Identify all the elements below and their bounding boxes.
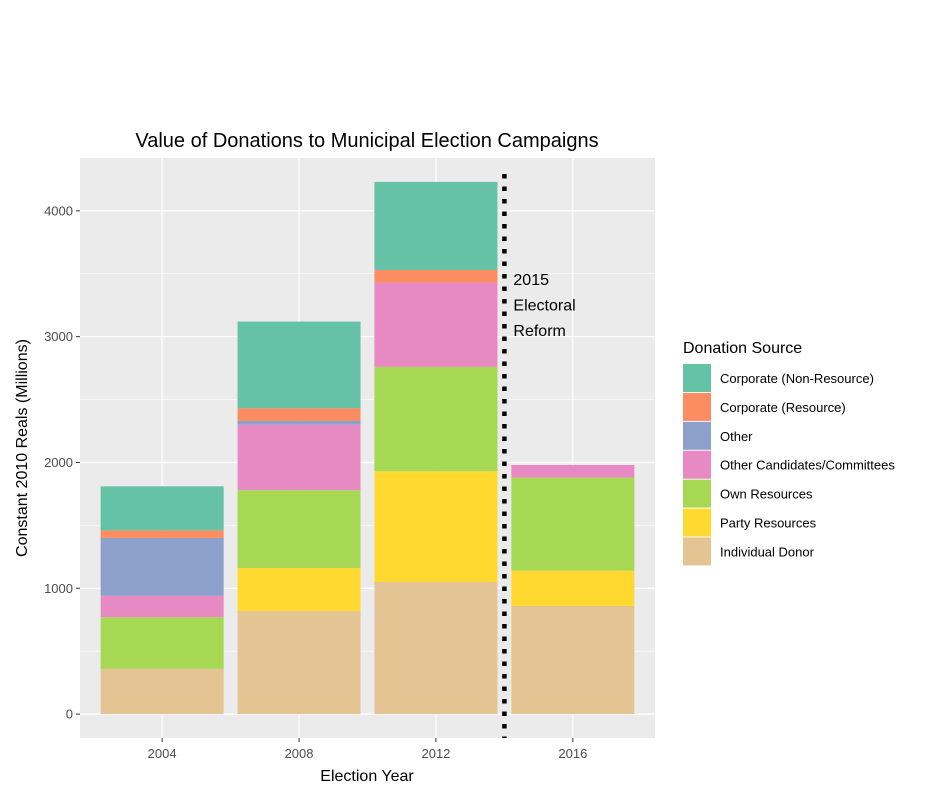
bar-stack-2016 [511, 464, 635, 715]
bar-segment [100, 486, 224, 531]
bar-segment [237, 408, 361, 421]
bar-segment [374, 282, 498, 367]
legend-label: Individual Donor [720, 544, 815, 559]
bar-segment [237, 490, 361, 569]
y-tick-label: 0 [66, 707, 73, 722]
x-axis-title: Election Year [320, 768, 414, 785]
legend-label: Party Resources [720, 516, 817, 531]
bar-stack-2008 [237, 321, 361, 715]
bar-stack-2004 [100, 486, 224, 715]
bar-segment [100, 617, 224, 669]
legend-label: Other [720, 429, 753, 444]
legend-swatch [683, 479, 711, 508]
x-tick-label: 2012 [421, 746, 450, 761]
bar-segment [374, 471, 498, 582]
legend-label: Corporate (Non-Resource) [720, 371, 874, 386]
bar-segment [511, 464, 635, 478]
bar-segment [237, 568, 361, 611]
reform-annotation: 2015 Electoral Reform [502, 174, 576, 738]
y-axis-title: Constant 2010 Reals (Millions) [14, 339, 31, 557]
x-tick-label: 2008 [285, 746, 314, 761]
bar-segment [237, 321, 361, 409]
y-tick-label: 2000 [44, 455, 73, 470]
x-tick-label: 2004 [148, 746, 177, 761]
y-tick-label: 1000 [44, 581, 73, 596]
bar-stack-2012 [374, 181, 498, 715]
bar-segment [237, 420, 361, 425]
bar-stacks [100, 181, 635, 715]
x-tick-label: 2016 [558, 746, 587, 761]
y-tick-label: 4000 [44, 203, 73, 218]
legend-label: Other Candidates/Committees [720, 458, 895, 473]
chart-title: Value of Donations to Municipal Election… [135, 130, 598, 152]
legend-swatch [683, 392, 711, 421]
legend-label: Corporate (Resource) [720, 400, 846, 415]
legend-swatch [683, 364, 711, 392]
bar-segment [237, 610, 361, 715]
bar-segment [100, 595, 224, 618]
bar-segment [511, 605, 635, 715]
bar-segment [511, 477, 635, 571]
bar-segment [374, 581, 498, 715]
bar-segment [511, 570, 635, 606]
annotation-text-line: Reform [513, 323, 565, 340]
bar-segment [374, 269, 498, 283]
legend-swatch [683, 537, 711, 566]
legend-swatch [683, 508, 711, 537]
bar-segment [100, 530, 224, 538]
bar-segment [374, 181, 498, 270]
bar-segment [237, 424, 361, 491]
y-tick-label: 3000 [44, 329, 73, 344]
annotation-text-line: Electoral [513, 298, 575, 315]
bar-segment [374, 366, 498, 472]
legend-swatch [683, 421, 711, 450]
legend-label: Own Resources [720, 487, 813, 502]
legend-swatch [683, 450, 711, 479]
y-axis: 0 1000 2000 3000 4000 [44, 203, 80, 722]
annotation-text-line: 2015 [513, 272, 549, 289]
legend: Donation Source Corporate (Non-Resource)… [683, 340, 895, 566]
legend-title: Donation Source [683, 340, 802, 357]
bar-segment [100, 668, 224, 715]
x-axis: 2004 2008 2012 2016 [148, 738, 587, 761]
bar-segment [100, 537, 224, 596]
